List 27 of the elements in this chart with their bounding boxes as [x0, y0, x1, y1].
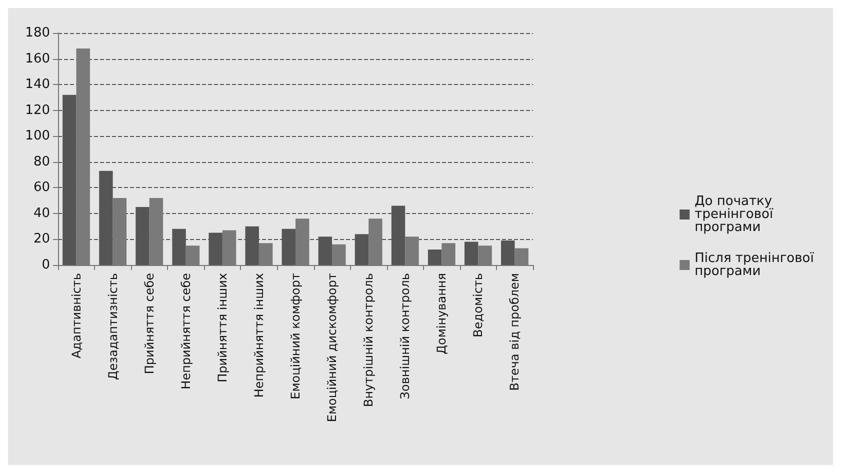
legend-label: До початку тренінгової програми [694, 194, 778, 235]
x-tick-label: Неприйняття себе [178, 273, 193, 390]
y-tick-label: 180 [25, 26, 50, 40]
x-tick-label: Прийняття себе [142, 273, 156, 374]
y-tick-label: 80 [33, 154, 50, 170]
x-tick-label: Прийняття інших [215, 273, 230, 382]
y-tick-label: 140 [25, 77, 50, 92]
y-tick-label: 40 [33, 206, 50, 221]
bar [428, 250, 442, 265]
bar [464, 242, 478, 265]
y-tick-label: 20 [33, 232, 50, 247]
x-tick-label: Емоційний комфорт [288, 272, 302, 400]
legend-label: Після тренінгової програми [694, 251, 818, 279]
x-tick-label: Втеча від проблем [508, 273, 522, 391]
x-tick-label: Домінування [434, 273, 449, 354]
x-tick-label: Внутрішній контроль [362, 273, 376, 408]
x-tick-label: Неприйняття інших [252, 273, 266, 398]
x-tick-label: Ведомість [471, 273, 486, 338]
y-tick-label: 100 [25, 128, 50, 144]
y-tick-label: 120 [25, 102, 50, 118]
x-tick-label: Емоційний дискомфорт [325, 273, 340, 422]
y-tick-label: 60 [33, 180, 50, 196]
y-tick-label: 160 [25, 51, 50, 66]
y-tick-label: 0 [42, 258, 50, 272]
x-tick-label: Дезадаптизність [106, 273, 120, 380]
x-tick-label: Зовнішній контроль [398, 273, 412, 400]
x-tick-label: Адаптивність [69, 273, 84, 358]
